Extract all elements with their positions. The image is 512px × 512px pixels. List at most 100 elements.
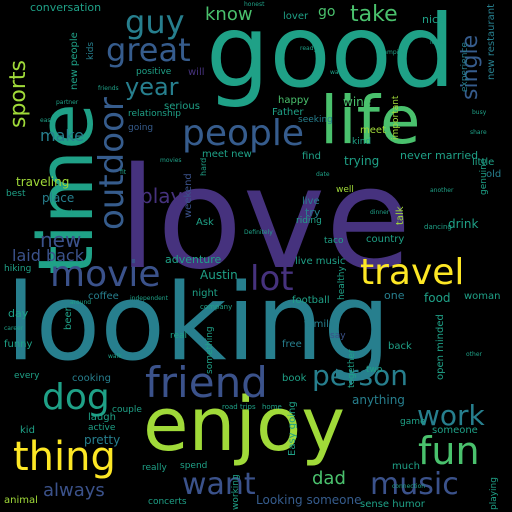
word-healthy: healthy (337, 266, 347, 300)
word-relationship: relationship (128, 109, 181, 119)
word-funny: funny (4, 339, 33, 350)
word-coffee: coffee (88, 291, 119, 302)
word-father: Father (272, 107, 304, 118)
word-every: every (14, 371, 40, 381)
word-riding: riding (296, 216, 322, 226)
word-game: game (400, 417, 426, 427)
word-friend: friend (145, 358, 268, 407)
word-positive: positive (136, 67, 172, 77)
word-kids: kids (86, 41, 96, 60)
word-dancing: dancing (424, 223, 452, 231)
word-woman: woman (464, 291, 501, 302)
word-country: country (366, 234, 405, 245)
word-animal: animal (4, 495, 38, 506)
word-drink: drink (448, 217, 479, 231)
word-busy: busy (472, 109, 487, 116)
word-free: free (282, 339, 302, 350)
word-adventure: adventure (165, 253, 222, 266)
word-movies: movies (160, 157, 182, 164)
word-easy: easy (40, 117, 55, 124)
word-share: share (470, 129, 487, 136)
word-hard: hard (199, 157, 208, 176)
word-make: make (40, 126, 84, 145)
word-active: active (88, 423, 116, 433)
word-open-minded: open minded (435, 314, 446, 380)
word-nice: nice (422, 13, 445, 26)
word-spend: spend (180, 461, 208, 471)
word-ask: Ask (196, 217, 214, 228)
word-good: good (206, 0, 456, 110)
word-kid: kid (20, 425, 35, 436)
word-date: date (316, 171, 330, 178)
word-say: say (330, 331, 346, 341)
word-independent: independent (130, 295, 168, 302)
word-talk: talk (395, 206, 406, 225)
word-always: always (43, 480, 105, 501)
word-dad: dad (312, 468, 346, 489)
word-live: live (302, 196, 320, 207)
word-ready: ready (300, 45, 318, 52)
word-sense-humor: sense humor (360, 499, 425, 510)
word-really: really (142, 463, 167, 473)
word-traveling: traveling (16, 175, 70, 189)
word-seeking: seeking (298, 115, 333, 125)
word-career: career (4, 325, 24, 332)
word-thing: thing (13, 434, 116, 480)
word-looking: looking (6, 261, 391, 384)
word-little: little (472, 157, 495, 168)
word-easy-going: Easy going (287, 401, 298, 456)
word-partner: partner (56, 99, 79, 106)
word-meet-new: meet new (202, 149, 252, 160)
word-anything: anything (352, 393, 405, 407)
word-home: home (262, 403, 282, 411)
word-live-music: live music (295, 256, 346, 267)
word-guy: guy (125, 3, 185, 41)
word-definitely: Definitely (244, 229, 273, 236)
word-cook: cook (60, 209, 75, 216)
word-meet: meet (360, 125, 386, 136)
word-movie: movie (50, 254, 161, 295)
word-take: take (350, 2, 398, 27)
word-laid-back: laid back (12, 246, 84, 265)
word-important: important (391, 95, 401, 140)
word-other: other (466, 351, 482, 358)
word-food: food (424, 291, 451, 305)
word-pretty: pretty (84, 433, 121, 447)
word-try: try (305, 206, 321, 219)
word-much: much (392, 461, 420, 472)
word-football: football (292, 295, 330, 306)
word-happy: happy (278, 95, 310, 106)
word-play: play (140, 184, 183, 208)
word-family: family (304, 319, 335, 330)
word-night: night (192, 288, 218, 299)
word-outdoor: outdoor (92, 97, 132, 230)
word-one: one (384, 289, 405, 302)
word-laugh: laugh (88, 412, 116, 423)
word-wine: wine (343, 95, 372, 109)
word-fun: fun (418, 429, 480, 473)
word-going: going (128, 123, 154, 133)
word-well: well (336, 185, 354, 195)
word-want: want (182, 467, 256, 502)
word-another: another (430, 187, 454, 194)
word-music: music (370, 467, 459, 502)
word-conversation: conversation (30, 1, 102, 14)
word-playing: playing (489, 477, 499, 510)
word-experience: experience (460, 42, 470, 92)
word-couple: couple (112, 405, 142, 415)
word-friends: friends (98, 85, 119, 92)
word-never-married: never married (400, 149, 479, 162)
word-beer: beer (63, 307, 74, 330)
word-trying: trying (344, 154, 380, 168)
word-new-people: new people (69, 32, 80, 90)
word-cooking: cooking (72, 373, 111, 384)
word-serious: serious (164, 101, 200, 112)
word-fit: fit (120, 169, 127, 176)
word-book: book (282, 373, 307, 384)
word-kind: kind (352, 137, 372, 147)
word-travel: travel (360, 252, 465, 293)
word-new: new (40, 228, 82, 252)
word-water: water (330, 69, 348, 76)
word-work: work (417, 399, 485, 432)
word-great: great (106, 31, 191, 69)
